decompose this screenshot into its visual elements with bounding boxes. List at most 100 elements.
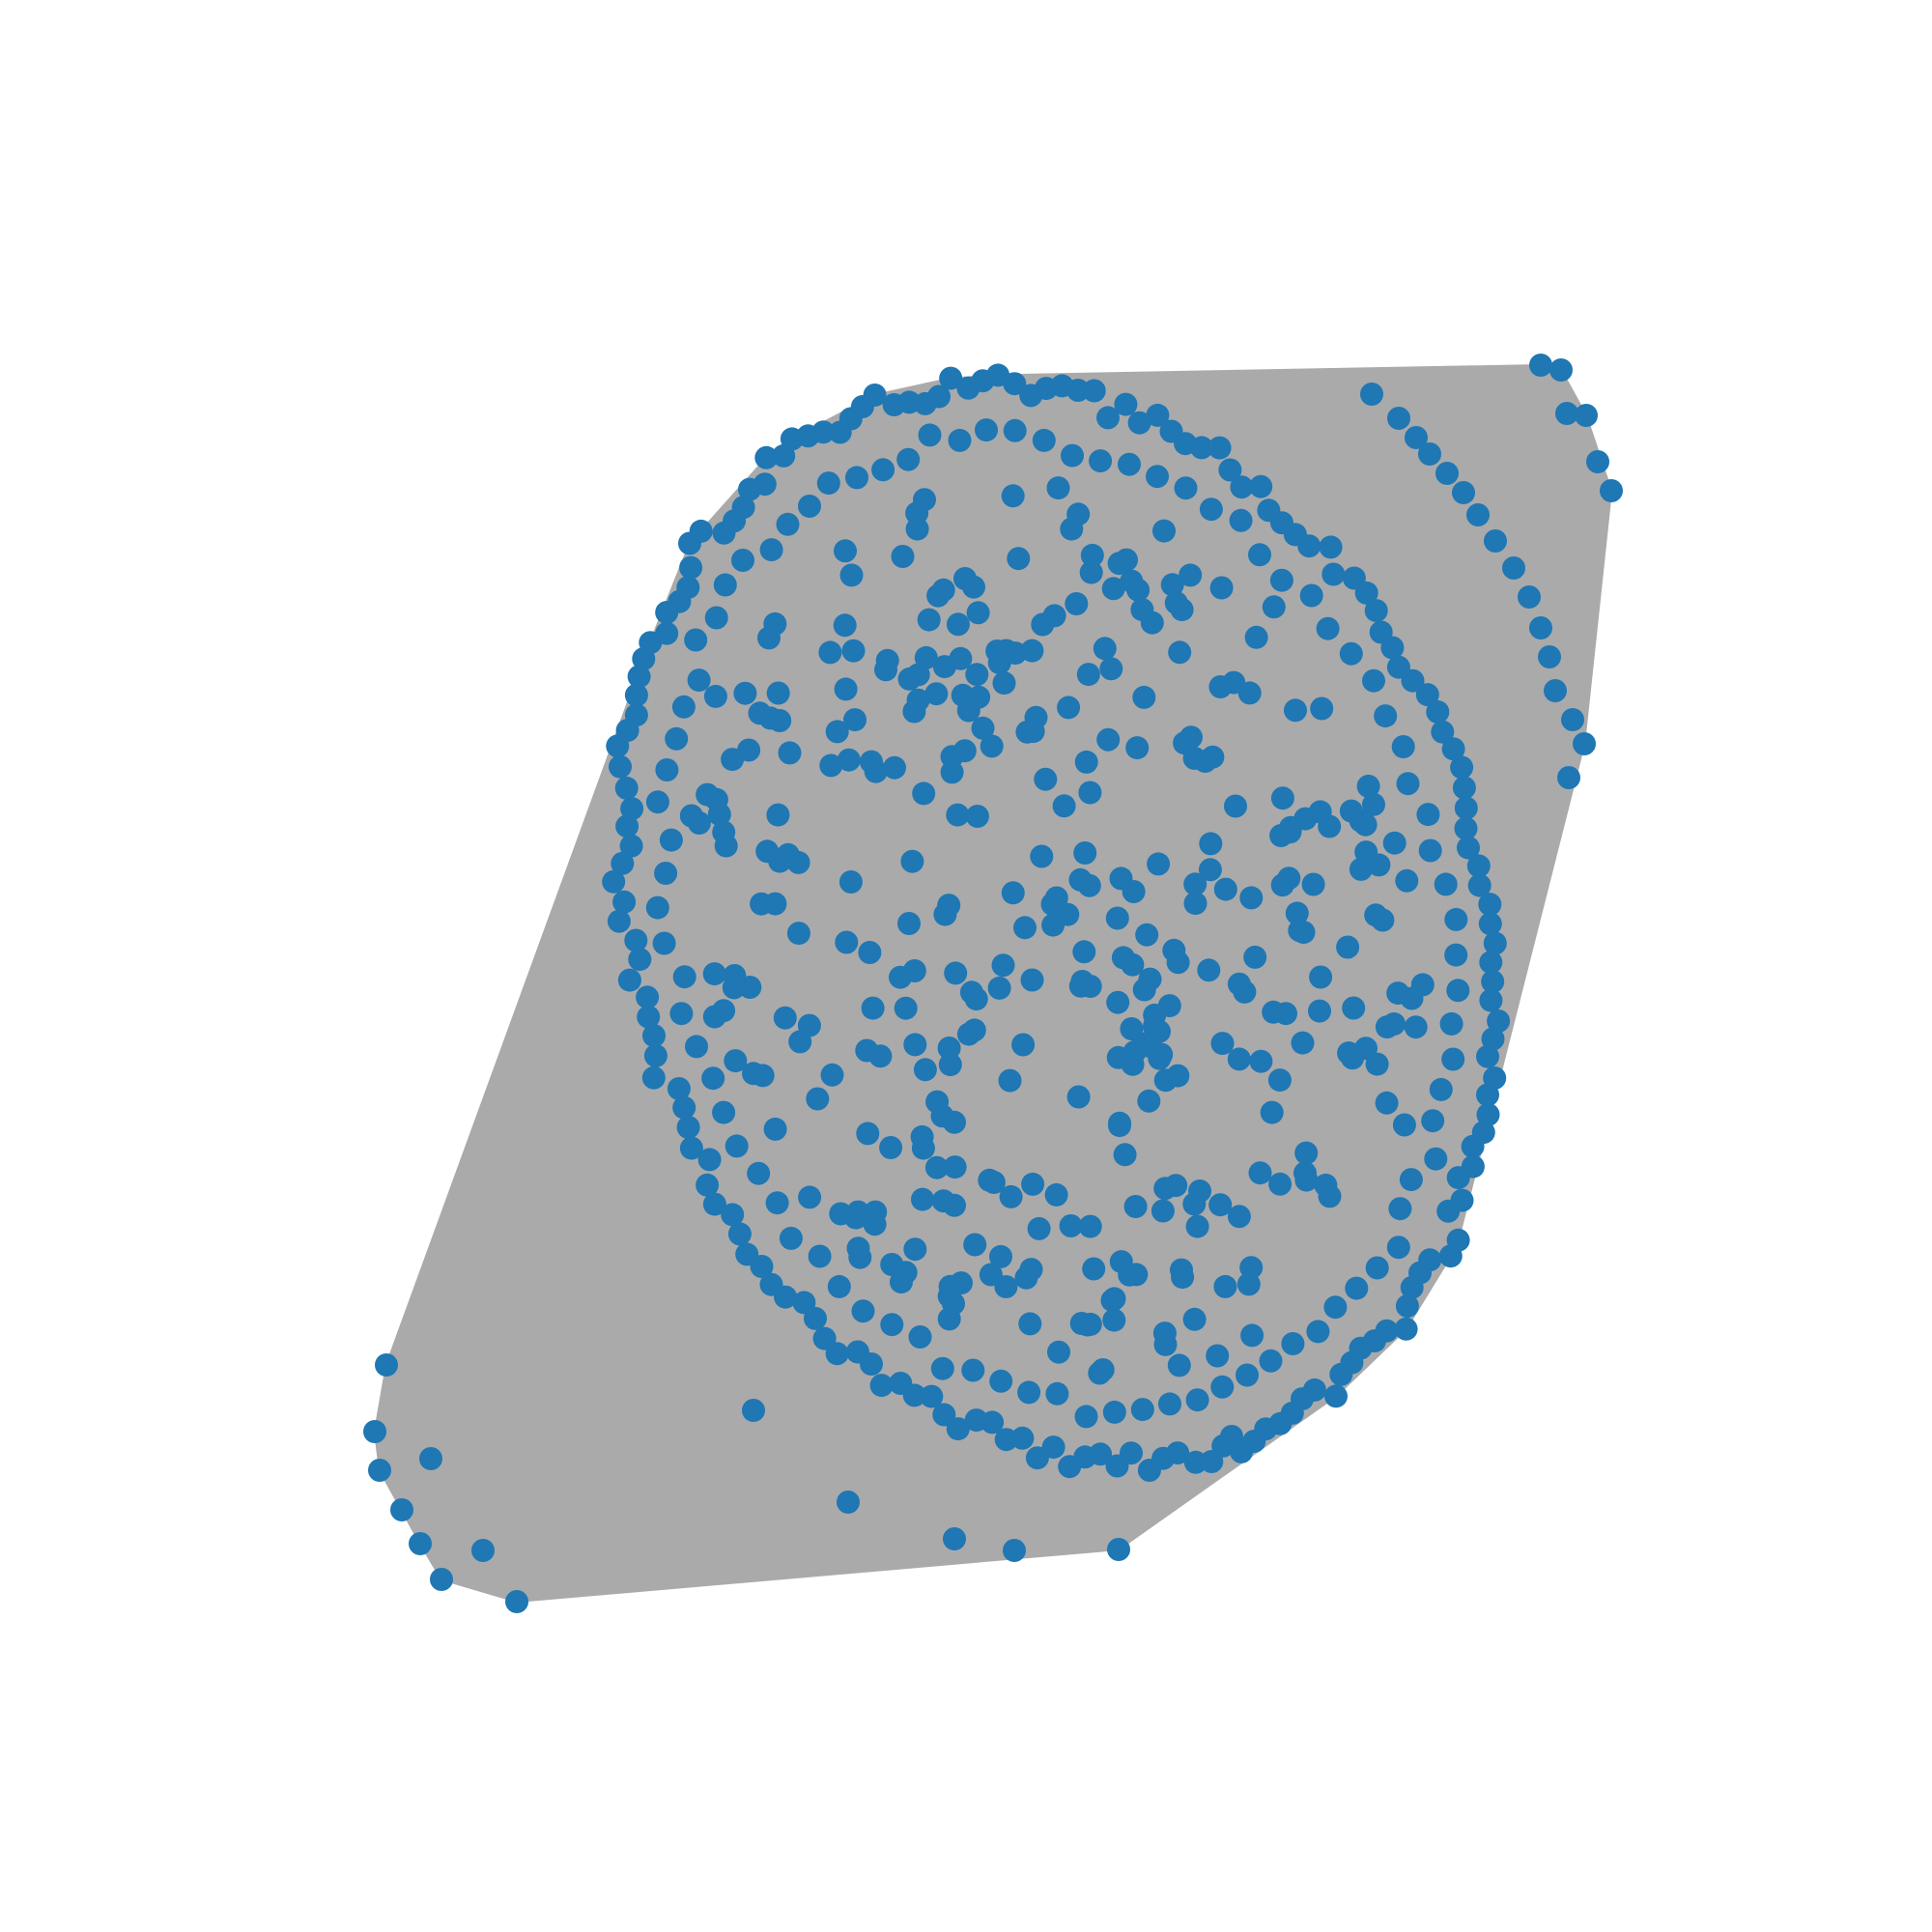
graph-edge [759,453,1431,714]
graph-edge [516,980,1083,1603]
graph-node [1476,1102,1500,1126]
graph-edge [430,1072,754,1460]
graph-edge [482,1028,1132,1551]
graph-node [1157,994,1181,1018]
graph-edge [1082,743,1585,982]
graph-edge [1210,472,1448,1463]
graph-node [1107,552,1131,576]
graph-node [1111,946,1135,970]
graph-edge [516,637,1257,1603]
graph-node [1339,799,1363,823]
graph-edge [440,1055,881,1580]
graph-node [913,1058,937,1082]
graph-node [642,1024,666,1048]
graph-node [1424,1147,1448,1171]
graph-edge [894,404,1612,492]
graph-node [655,758,679,781]
graph-node [768,709,792,732]
graph-node [939,366,963,390]
graph-node [390,1498,413,1521]
graph-node [902,959,926,982]
graph-node [776,842,800,867]
graph-node [1011,1033,1036,1057]
graph-node [1229,508,1253,532]
graph-edge [1497,777,1570,1022]
graph-node [938,1274,962,1298]
graph-node [712,1100,736,1124]
graph-node [1450,755,1474,780]
graph-node [1153,1332,1178,1356]
graph-node [829,1202,853,1226]
graph-edge [1463,690,1556,788]
graph-edge [847,1428,959,1503]
graph-node [1452,481,1475,504]
graph-node [906,688,930,712]
graph-edge [996,650,1120,1550]
graph-node [1066,502,1091,526]
graph-edge [714,1016,849,1503]
graph-node [1160,573,1184,597]
graph-node [1395,868,1419,893]
graph-edge [440,1457,1037,1580]
graph-node [856,1122,880,1146]
graph-node [792,1291,816,1315]
graph-node [721,1203,745,1227]
graph-edge [979,627,1542,698]
graph-edge [419,863,623,1545]
graph-node [1213,1274,1237,1298]
graph-node [1270,786,1294,810]
graph-node [773,1006,797,1030]
graph-node [971,716,995,740]
graph-node [798,495,821,518]
graph-edge [419,1158,1436,1545]
graph-edge [1181,567,1515,611]
graph-node [1416,803,1440,827]
graph-node [1130,1398,1154,1422]
graph-edge [482,826,628,1551]
graph-edge [860,777,1570,1259]
graph-edge [1352,777,1570,1009]
graph-node [1360,383,1383,406]
graph-node [419,1447,442,1470]
graph-edge [1230,469,1574,721]
graph-node [1262,1000,1286,1024]
graph-node [1391,735,1415,758]
graph-edge [1440,777,1570,1091]
graph-edge [753,439,793,1411]
graph-node [812,1326,837,1350]
graph-edge [482,1107,685,1551]
graph-node [1457,836,1480,860]
graph-edge [430,1016,716,1460]
graph-node [696,1173,720,1197]
graph-node [776,512,800,536]
graph-node [860,750,883,774]
graph-edge [1195,743,1585,904]
graph-node [1066,379,1090,402]
graph-node [1227,972,1251,996]
graph-edge [753,1041,801,1411]
graph-edge [1368,656,1550,787]
graph-node [1206,1344,1230,1368]
graph-node [1078,1312,1102,1336]
graph-edge [374,1088,680,1433]
graph-node [679,804,703,828]
graph-edge [862,406,1585,745]
graph-node [763,1117,787,1141]
graph-edge [912,656,1550,863]
graph-node [1249,1049,1273,1073]
graph-node [951,683,975,707]
graph-node [1394,1317,1418,1341]
graph-node [1076,663,1100,687]
graph-node [611,851,635,875]
graph-edge [430,1012,682,1460]
graph-node [994,1275,1018,1298]
graph-node [1310,696,1334,721]
graph-edge [482,964,1133,1551]
graph-node [1230,475,1254,499]
graph-node [1046,476,1070,500]
graph-node [1345,1276,1369,1300]
graph-edge [779,861,849,1503]
graph-node [1167,1353,1191,1378]
graph-edge [953,1437,1023,1540]
